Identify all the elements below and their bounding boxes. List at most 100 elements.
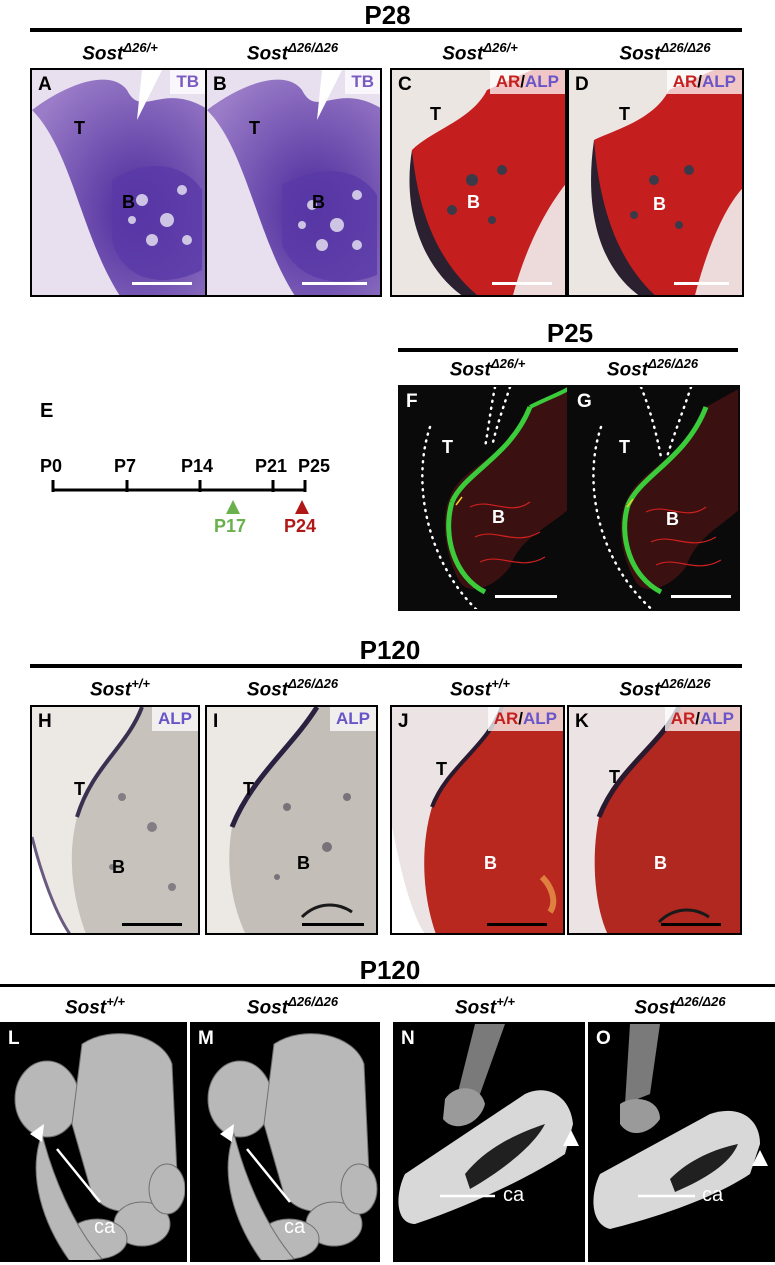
green-label: P17 [214, 516, 247, 536]
fluorescence-image [571, 387, 738, 609]
bone-label: B [112, 857, 125, 877]
tick-label: P25 [298, 456, 331, 476]
panel-l-image: L ca [0, 1022, 187, 1262]
panel-c-image: C AR/ALP T B [390, 68, 567, 297]
red-marker-icon [295, 500, 309, 514]
tendon-label: T [74, 118, 85, 138]
genotype-label: SostΔ26/Δ26 [246, 676, 339, 701]
bone-label: B [312, 192, 325, 212]
scale-bar [674, 282, 729, 285]
stain-label: AR/ALP [666, 70, 742, 94]
genotype-label: Sost+/+ [450, 676, 510, 701]
panel-letter: O [596, 1028, 611, 1049]
panel-i-image: I ALP T B [205, 705, 378, 935]
bone-label: B [297, 853, 310, 873]
panel-letter: C [398, 74, 412, 95]
panel-letter: F [406, 391, 418, 412]
panel-letter: L [8, 1028, 20, 1049]
ar-alp-stain-image [569, 70, 742, 295]
panel-letter: J [398, 711, 409, 732]
panel-k-image: K AR/ALP T B [567, 705, 742, 935]
alp-stain-image [207, 707, 376, 933]
tendon-label: T [609, 767, 620, 787]
green-marker-icon [226, 500, 240, 514]
tendon-label: T [619, 104, 630, 124]
ar-alp-stain-image [392, 70, 565, 295]
panel-g-image: G T B [569, 385, 740, 611]
scale-bar [122, 923, 182, 926]
genotype-label: SostΔ26/Δ26 [606, 356, 699, 381]
section-rule-p120-ct [0, 984, 775, 987]
red-label: P24 [284, 516, 317, 536]
bone-label: B [492, 507, 505, 527]
panel-letter: D [575, 74, 589, 95]
genotype-label: SostΔ26/Δ26 [619, 40, 711, 65]
section-title-p120-ct: P120 [359, 955, 421, 985]
stain-label: AR/ALP [487, 707, 563, 731]
panel-h-image: H ALP T B [30, 705, 200, 935]
calcaneus-label: ca [702, 1184, 724, 1206]
microct-3d-render [192, 1024, 378, 1260]
panel-letter: I [213, 711, 219, 732]
stain-label: TB [345, 70, 380, 94]
timeline-diagram [51, 480, 309, 514]
bone-label: B [122, 192, 135, 212]
section-title-p25: P25 [546, 318, 594, 348]
panel-a-image: A TB T B [30, 68, 207, 297]
tb-stain-image [32, 70, 205, 295]
genotype-label: SostΔ26/+ [82, 40, 158, 65]
tendon-label: T [442, 437, 453, 457]
tendon-label: T [249, 118, 260, 138]
calcaneus-label: ca [284, 1216, 306, 1238]
calcaneus-label: ca [503, 1184, 525, 1206]
bone-label: B [654, 853, 667, 873]
genotype-label: SostΔ26/Δ26 [634, 994, 726, 1019]
panel-o-image: O ca [588, 1022, 775, 1262]
panel-letter: A [38, 74, 52, 95]
tb-stain-image [207, 70, 380, 295]
scale-bar [495, 595, 557, 598]
panel-f-image: F T B [398, 385, 569, 611]
panel-letter: K [575, 711, 589, 732]
stain-label: ALP [330, 707, 376, 731]
genotype-label: Sost+/+ [65, 994, 125, 1019]
stain-label: AR/ALP [664, 707, 740, 731]
tendon-label: T [243, 779, 254, 799]
tick-label: P14 [181, 456, 214, 476]
panel-letter: B [213, 74, 227, 95]
tendon-label: T [74, 779, 85, 799]
ar-alp-stain-image [392, 707, 563, 933]
microct-section [590, 1024, 773, 1260]
ar-alp-stain-image [569, 707, 740, 933]
genotype-label: SostΔ26/Δ26 [246, 994, 339, 1019]
genotype-label: SostΔ26/+ [449, 356, 526, 381]
bone-label: B [467, 192, 480, 212]
scale-bar [132, 282, 192, 285]
bone-label: B [484, 853, 497, 873]
stain-label: AR/ALP [489, 70, 565, 94]
tendon-label: T [619, 437, 630, 457]
tick-label: P7 [114, 456, 137, 476]
section-title-p28: P28 [364, 0, 411, 30]
genotype-label: SostΔ26/+ [442, 40, 518, 65]
tick-label: P21 [255, 456, 288, 476]
tendon-label: T [430, 104, 441, 124]
section-title-p120: P120 [359, 635, 421, 665]
panel-letter: E [40, 400, 54, 422]
panel-letter: N [401, 1028, 415, 1049]
tick-label: P0 [40, 456, 63, 476]
section-rule-p120 [30, 664, 742, 668]
section-rule-p25 [398, 348, 738, 352]
microct-section [395, 1024, 583, 1260]
microct-3d-render [2, 1024, 185, 1260]
panel-j-image: J AR/ALP T B [390, 705, 565, 935]
genotype-label: SostΔ26/Δ26 [619, 676, 711, 701]
panel-m-image: M ca [190, 1022, 380, 1262]
stain-label: TB [170, 70, 205, 94]
panel-letter: G [577, 391, 592, 412]
scale-bar [302, 923, 364, 926]
calcaneus-label: ca [94, 1216, 116, 1238]
panel-letter: M [198, 1028, 214, 1049]
panel-letter: H [38, 711, 52, 732]
genotype-label: SostΔ26/Δ26 [246, 40, 339, 65]
